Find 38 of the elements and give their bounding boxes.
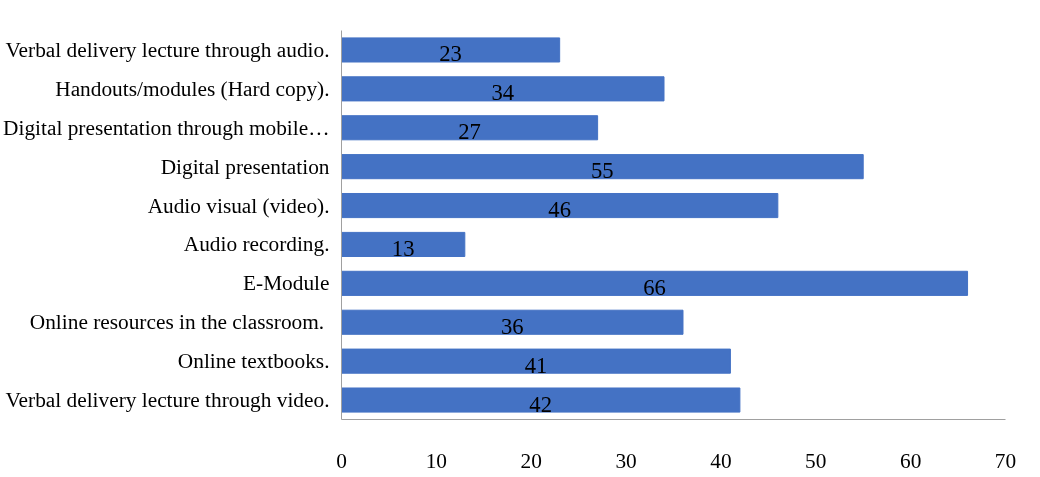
bar (341, 348, 731, 374)
x-tick-label: 20 (520, 448, 542, 473)
data-label: 27 (458, 119, 481, 145)
y-tick-label: Audio visual (video). (147, 193, 330, 218)
bar (341, 37, 561, 63)
bar (341, 309, 684, 335)
x-tick-label: 40 (710, 448, 732, 473)
data-label: 46 (548, 197, 571, 223)
bar (341, 387, 741, 413)
bar (341, 154, 864, 180)
y-tick-label: Digital presentation (160, 154, 330, 179)
bar (341, 270, 969, 296)
x-tick-label: 70 (994, 448, 1017, 473)
data-label: 23 (439, 41, 462, 67)
y-tick-label: Online textbooks. (177, 349, 330, 374)
y-tick-label: E-Module (243, 271, 330, 296)
data-label: 41 (524, 352, 548, 378)
bar (341, 192, 779, 219)
data-label: 13 (391, 235, 415, 261)
data-label: 66 (643, 274, 666, 300)
x-tick-label: 30 (615, 448, 637, 473)
x-tick-label: 50 (805, 448, 827, 473)
y-tick-label: Handouts/modules (Hard copy). (55, 76, 330, 101)
x-tick-label: 60 (899, 448, 922, 473)
y-tick-label: Audio recording. (183, 232, 330, 257)
data-label: 55 (591, 158, 614, 184)
bar (341, 231, 466, 258)
y-tick-label: Digital presentation through mobile… (3, 115, 330, 140)
data-label: 34 (491, 80, 515, 106)
bar (341, 115, 599, 141)
x-tick-label: 0 (336, 448, 347, 473)
y-tick-label: Verbal delivery lecture through audio. (5, 37, 330, 62)
x-tick-label: 10 (425, 448, 448, 473)
data-label: 42 (529, 391, 553, 417)
y-tick-label: Online resources in the classroom. (29, 310, 325, 335)
y-tick-label: Verbal delivery lecture through video. (5, 388, 330, 413)
data-label: 36 (500, 313, 524, 339)
bar (341, 76, 665, 102)
